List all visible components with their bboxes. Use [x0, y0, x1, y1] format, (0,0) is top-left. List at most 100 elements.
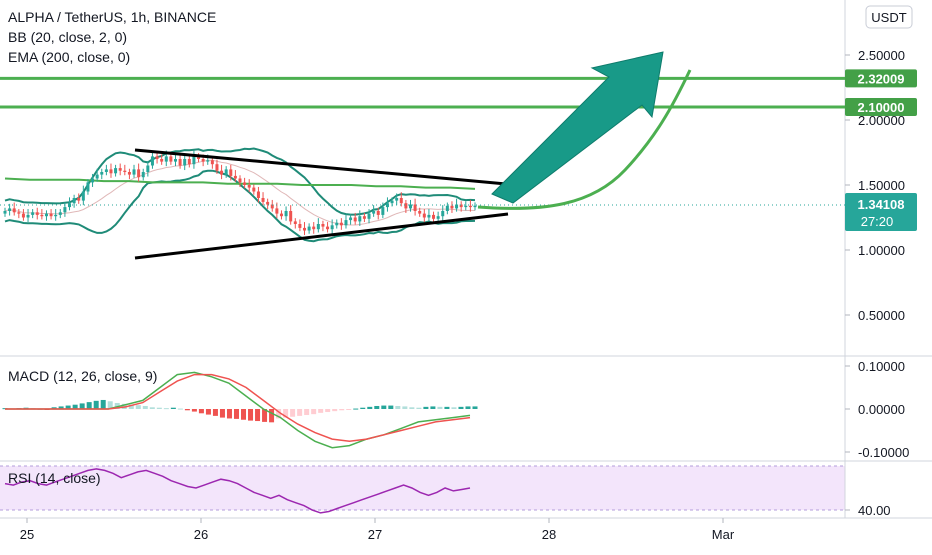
macd-histogram-bar: [416, 407, 422, 409]
candle: [8, 203, 12, 216]
candle-body: [358, 216, 362, 222]
level-price-label[interactable]: 2.10000: [845, 98, 917, 116]
candle: [303, 222, 307, 236]
macd-histogram-bar: [248, 409, 254, 421]
candle: [284, 206, 288, 221]
price-pane[interactable]: [0, 0, 845, 356]
candle: [261, 192, 265, 206]
candle-body: [26, 214, 30, 218]
candle-body: [164, 156, 168, 162]
macd-histogram-bar: [233, 409, 239, 419]
macd-legend[interactable]: MACD (12, 26, close, 9): [8, 368, 157, 384]
resistance-trendline[interactable]: [134, 148, 529, 188]
candle: [381, 202, 385, 219]
candle-body: [247, 185, 251, 188]
ema-legend[interactable]: EMA (200, close, 0): [8, 49, 130, 65]
candle-body: [427, 214, 431, 218]
candle-body: [114, 168, 118, 174]
macd-histogram-bar: [241, 409, 247, 420]
candle: [312, 222, 316, 234]
candle: [192, 150, 196, 169]
candle-body: [95, 174, 99, 179]
candle: [408, 199, 412, 212]
candle: [31, 209, 35, 219]
candle-body: [220, 170, 224, 175]
candle-body: [40, 214, 44, 217]
candle-body: [109, 169, 113, 174]
macd-histogram-bar: [402, 406, 408, 409]
candle-body: [123, 170, 127, 172]
candle: [316, 218, 320, 233]
candle-body: [155, 156, 159, 159]
candle: [252, 184, 256, 195]
support-trendline[interactable]: [134, 212, 509, 260]
candle: [114, 164, 118, 177]
level-price-label[interactable]: 2.32009: [845, 69, 917, 88]
time-tick-label: 27: [368, 527, 382, 542]
signal-line: [5, 373, 471, 443]
price-axis[interactable]: 2.50000 2.00000 1.50000 1.00000 0.50000 2.320…: [845, 48, 917, 518]
candle-body: [3, 211, 7, 214]
candle-body: [376, 211, 380, 215]
projection-curve[interactable]: [477, 69, 692, 210]
candle-body: [326, 226, 330, 230]
candle: [173, 154, 177, 167]
currency-button[interactable]: USDT: [865, 5, 913, 29]
last-price-label[interactable]: 1.34108 27:20: [845, 193, 917, 231]
candle: [72, 194, 76, 208]
macd-histogram-bar: [93, 400, 99, 409]
last-price-label-bg: [845, 193, 917, 231]
candle: [413, 198, 417, 216]
candle-body: [445, 205, 449, 211]
candle: [266, 198, 270, 210]
macd-histogram-bar: [72, 404, 78, 409]
candle: [330, 219, 334, 234]
candle: [35, 207, 39, 220]
macd-histogram-bar: [114, 402, 120, 409]
level-label-text: 2.32009: [858, 71, 905, 86]
candle-body: [385, 203, 389, 208]
candle-body: [243, 182, 247, 185]
candle: [395, 193, 399, 206]
candle-body: [91, 178, 95, 183]
macd-histogram-bar: [339, 409, 345, 411]
candle: [81, 185, 85, 206]
drawings[interactable]: [134, 51, 692, 260]
macd-histogram-bar: [290, 409, 296, 417]
candle: [21, 209, 25, 221]
bb-legend[interactable]: BB (20, close, 2, 0): [8, 29, 127, 45]
rsi-legend[interactable]: RSI (14, close): [8, 470, 101, 486]
candle-body: [261, 198, 265, 202]
candle-body: [413, 204, 417, 211]
chart-title: ALPHA / TetherUS, 1h, BINANCE: [8, 9, 216, 25]
candle: [40, 209, 44, 220]
candle-body: [118, 168, 122, 171]
macd-histogram-bar: [437, 406, 443, 409]
candle-body: [450, 205, 454, 209]
candle-body: [256, 191, 260, 198]
price-tick-label: 1.50000: [858, 178, 905, 193]
candle-body: [353, 217, 357, 222]
candle-body: [307, 226, 311, 231]
horizontal-levels[interactable]: [0, 76, 845, 109]
candle: [127, 168, 131, 180]
up-arrow[interactable]: [491, 51, 664, 204]
macd-histogram-bar: [346, 409, 352, 410]
macd-histogram-bar: [212, 409, 218, 416]
candle-body: [137, 169, 141, 178]
candle: [473, 202, 477, 211]
candle-body: [224, 169, 228, 175]
candle: [26, 209, 30, 223]
macd-histogram-bar: [374, 405, 380, 409]
macd-histogram-bar: [184, 409, 190, 411]
candle-body: [77, 198, 81, 201]
time-axis[interactable]: 25 26 27 28 Mar: [20, 518, 735, 542]
macd-histogram-bar: [472, 406, 478, 409]
macd-histogram-bar: [107, 401, 113, 409]
candle-body: [49, 213, 53, 217]
candle-body: [279, 213, 283, 217]
candle-body: [183, 159, 187, 166]
candle-body: [464, 205, 468, 208]
macd-histogram-bar: [65, 405, 71, 409]
